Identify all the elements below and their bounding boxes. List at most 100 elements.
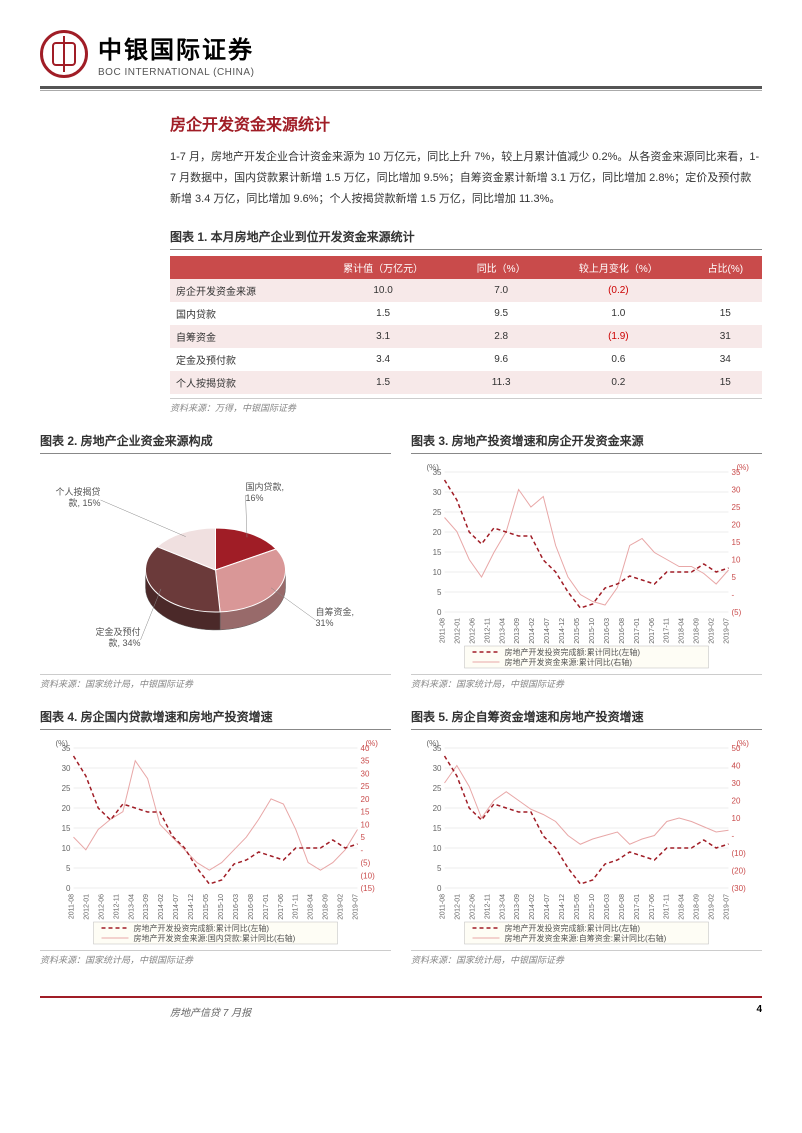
svg-text:25: 25 xyxy=(433,508,442,517)
svg-text:10: 10 xyxy=(732,814,741,823)
svg-text:2013-04: 2013-04 xyxy=(499,618,506,644)
svg-text:2017-11: 2017-11 xyxy=(664,894,671,919)
section-title: 房企开发资金来源统计 xyxy=(170,111,762,135)
svg-text:(%): (%) xyxy=(56,739,69,748)
table1-source: 资料来源：万得，中银国际证券 xyxy=(170,398,762,414)
svg-text:(20): (20) xyxy=(732,866,747,875)
chart5-line: 05101520253035(30)(20)(10)-1020304050(%)… xyxy=(411,736,762,946)
svg-text:个人按揭贷: 个人按揭贷 xyxy=(55,486,100,497)
svg-text:30: 30 xyxy=(62,764,71,773)
svg-text:2017-01: 2017-01 xyxy=(634,618,641,644)
svg-text:-: - xyxy=(732,831,735,840)
chart3-line: 05101520253035(5)-5101520253035(%)(%)201… xyxy=(411,460,762,670)
svg-text:20: 20 xyxy=(433,528,442,537)
chart5-source: 资料来源：国家统计局，中银国际证券 xyxy=(411,950,762,966)
svg-text:2019-02: 2019-02 xyxy=(709,618,716,644)
svg-text:5: 5 xyxy=(361,833,366,842)
svg-text:2018-04: 2018-04 xyxy=(308,894,315,920)
svg-text:房地产开发投资完成额:累计同比(左轴): 房地产开发投资完成额:累计同比(左轴) xyxy=(134,923,270,933)
svg-text:2015-10: 2015-10 xyxy=(589,894,596,920)
svg-text:2014-12: 2014-12 xyxy=(188,894,195,920)
svg-text:2013-09: 2013-09 xyxy=(514,618,521,644)
svg-text:房地产开发资金来源:国内贷款:累计同比(右轴): 房地产开发资金来源:国内贷款:累计同比(右轴) xyxy=(134,933,296,943)
svg-text:2012-11: 2012-11 xyxy=(484,618,491,643)
svg-text:2017-11: 2017-11 xyxy=(664,618,671,643)
svg-text:2019-02: 2019-02 xyxy=(709,894,716,920)
svg-text:2015-05: 2015-05 xyxy=(574,618,581,644)
svg-text:2012-01: 2012-01 xyxy=(454,894,461,920)
svg-text:16%: 16% xyxy=(246,493,264,503)
svg-text:10: 10 xyxy=(732,555,741,564)
svg-text:2012-01: 2012-01 xyxy=(83,894,90,920)
svg-text:30: 30 xyxy=(732,485,741,494)
svg-text:30: 30 xyxy=(732,779,741,788)
svg-text:15: 15 xyxy=(433,824,442,833)
svg-text:0: 0 xyxy=(437,884,442,893)
svg-text:2013-09: 2013-09 xyxy=(143,894,150,920)
svg-text:0: 0 xyxy=(437,608,442,617)
svg-text:2014-02: 2014-02 xyxy=(158,894,165,920)
chart4-source: 资料来源：国家统计局，中银国际证券 xyxy=(40,950,391,966)
svg-text:2017-01: 2017-01 xyxy=(634,894,641,920)
svg-text:2013-09: 2013-09 xyxy=(514,894,521,920)
svg-text:2013-04: 2013-04 xyxy=(128,894,135,920)
svg-text:25: 25 xyxy=(433,784,442,793)
svg-text:2015-05: 2015-05 xyxy=(574,894,581,920)
svg-text:2018-04: 2018-04 xyxy=(679,618,686,644)
svg-text:2018-09: 2018-09 xyxy=(323,894,330,920)
svg-text:5: 5 xyxy=(437,588,442,597)
intro-paragraph: 1-7 月，房地产开发企业合计资金来源为 10 万亿元，同比上升 7%，较上月累… xyxy=(170,147,762,210)
svg-text:-: - xyxy=(361,845,364,854)
svg-text:15: 15 xyxy=(433,548,442,557)
svg-text:(15): (15) xyxy=(361,884,376,893)
svg-text:10: 10 xyxy=(433,844,442,853)
svg-text:2016-08: 2016-08 xyxy=(248,894,255,920)
chart4-line: 05101520253035(15)(10)(5)-51015202530354… xyxy=(40,736,391,946)
svg-text:国内贷款,: 国内贷款, xyxy=(246,481,285,492)
table1-title: 图表 1. 本月房地产企业到位开发资金来源统计 xyxy=(170,228,762,250)
svg-text:15: 15 xyxy=(361,807,370,816)
svg-text:2012-11: 2012-11 xyxy=(113,894,120,919)
svg-text:(%): (%) xyxy=(427,463,440,472)
svg-text:20: 20 xyxy=(732,520,741,529)
svg-text:2017-06: 2017-06 xyxy=(649,894,656,920)
svg-text:2018-04: 2018-04 xyxy=(679,894,686,920)
svg-text:25: 25 xyxy=(62,784,71,793)
svg-text:10: 10 xyxy=(361,820,370,829)
svg-text:2012-06: 2012-06 xyxy=(469,894,476,920)
chart3-title: 图表 3. 房地产投资增速和房企开发资金来源 xyxy=(411,432,762,454)
svg-text:(30): (30) xyxy=(732,884,747,893)
svg-text:(%): (%) xyxy=(737,463,750,472)
svg-text:0: 0 xyxy=(66,884,71,893)
svg-text:款, 15%: 款, 15% xyxy=(68,497,100,508)
svg-text:2016-03: 2016-03 xyxy=(604,618,611,644)
svg-text:(5): (5) xyxy=(361,858,371,867)
svg-text:(%): (%) xyxy=(427,739,440,748)
svg-text:定金及预付: 定金及预付 xyxy=(95,626,140,637)
svg-text:5: 5 xyxy=(437,864,442,873)
svg-text:2017-11: 2017-11 xyxy=(293,894,300,919)
svg-text:2019-07: 2019-07 xyxy=(353,894,360,920)
svg-text:2013-04: 2013-04 xyxy=(499,894,506,920)
svg-text:2011-08: 2011-08 xyxy=(69,894,76,919)
chart2-title: 图表 2. 房地产企业资金来源构成 xyxy=(40,432,391,454)
footer: 房地产信贷 7 月报 4 xyxy=(40,998,762,1025)
svg-text:2011-08: 2011-08 xyxy=(440,894,447,919)
svg-text:2014-12: 2014-12 xyxy=(559,894,566,920)
svg-text:35: 35 xyxy=(361,756,370,765)
svg-text:2019-02: 2019-02 xyxy=(338,894,345,920)
svg-text:(%): (%) xyxy=(737,739,750,748)
svg-text:2014-07: 2014-07 xyxy=(544,618,551,644)
svg-text:房地产开发资金来源:累计同比(右轴): 房地产开发资金来源:累计同比(右轴) xyxy=(505,657,633,667)
svg-text:(5): (5) xyxy=(732,608,742,617)
svg-text:2012-01: 2012-01 xyxy=(454,618,461,644)
svg-text:(%): (%) xyxy=(366,739,379,748)
svg-text:2012-06: 2012-06 xyxy=(98,894,105,920)
table1: 累计值（万亿元）同比（%）较上月变化（%）占比(%) 房企开发资金来源10.07… xyxy=(170,256,762,394)
svg-text:40: 40 xyxy=(732,761,741,770)
svg-text:房地产开发投资完成额:累计同比(左轴): 房地产开发投资完成额:累计同比(左轴) xyxy=(505,647,641,657)
svg-text:2017-01: 2017-01 xyxy=(263,894,270,920)
svg-text:(10): (10) xyxy=(361,871,376,880)
svg-text:2012-11: 2012-11 xyxy=(484,894,491,919)
svg-text:20: 20 xyxy=(732,796,741,805)
